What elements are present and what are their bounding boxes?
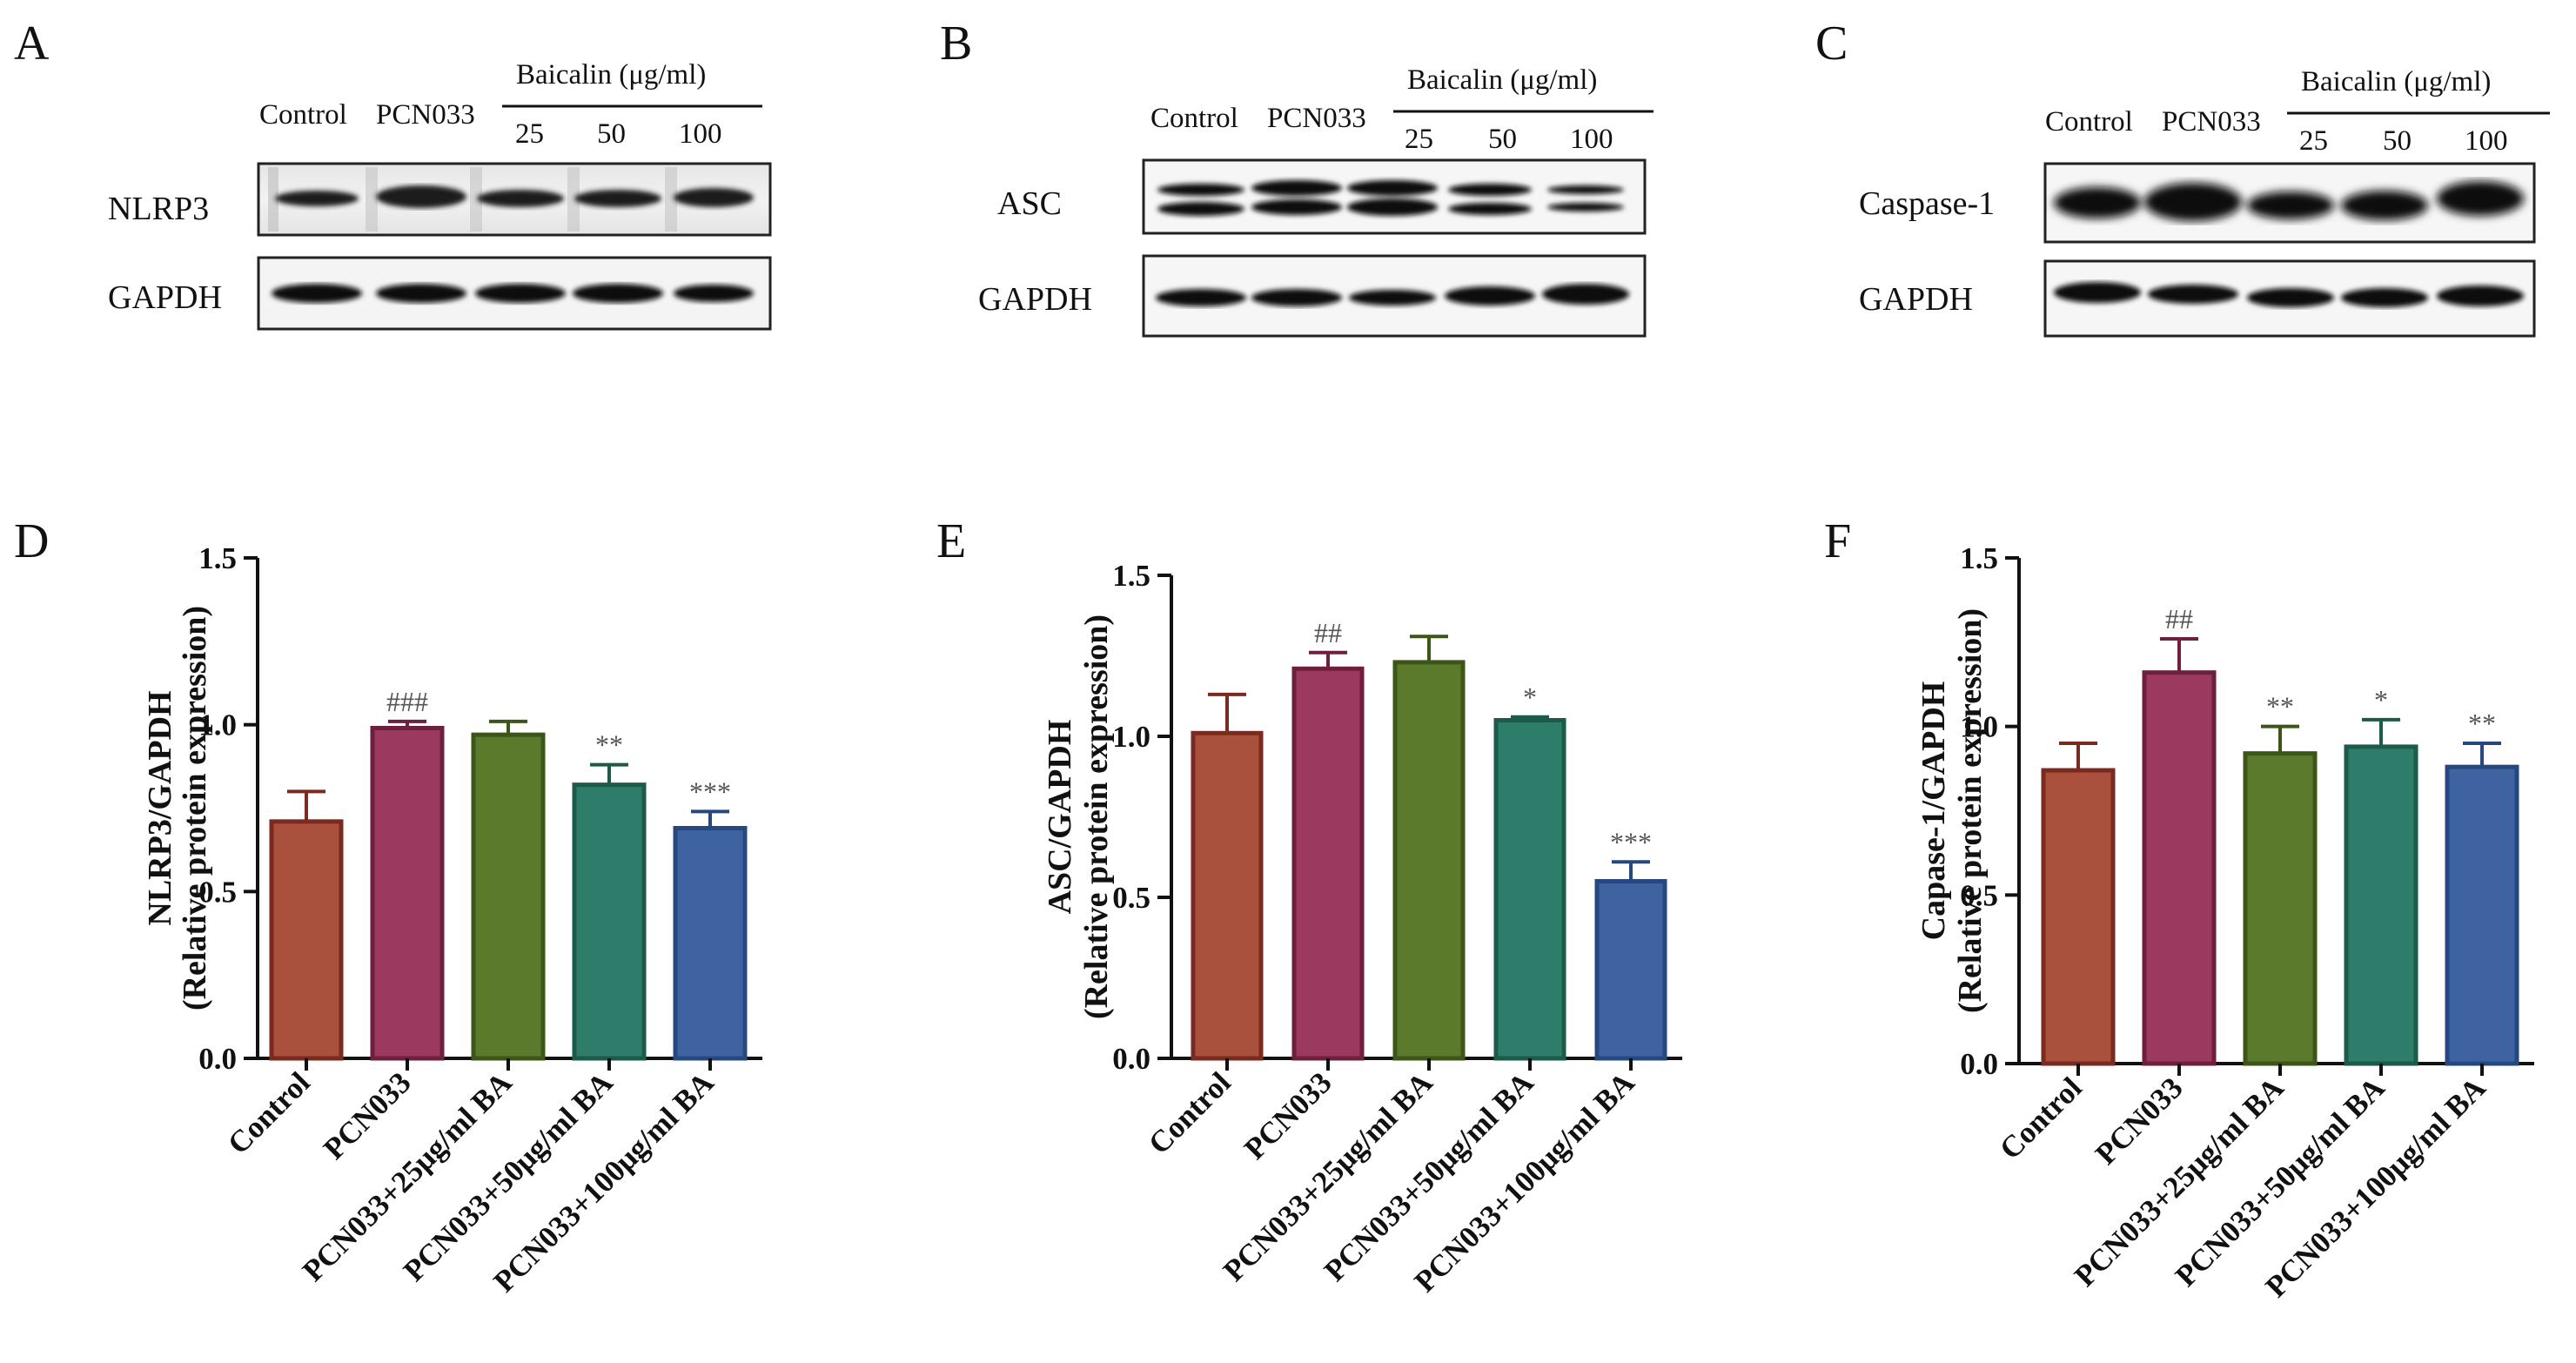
bar — [1493, 718, 1566, 1061]
panel-c: C Control PCN033 Baicalin (μg/ml) 25 50 … — [1815, 17, 2550, 338]
y-tick-label: 0.5 — [1960, 878, 1998, 912]
panel-a: A Control PCN033 Baicalin (μg/ml) 25 50 … — [14, 17, 772, 331]
lane-label-pcn033: PCN033 — [2162, 106, 2261, 138]
dose-label-50: 50 — [2383, 125, 2412, 157]
x-category-label: PCN033 — [2089, 1071, 2190, 1172]
blot-asc — [1142, 158, 1647, 235]
y-tick-label: 1.5 — [1960, 541, 1998, 575]
y-axis-subtitle: (Relative protein expression) — [1952, 608, 1989, 1013]
dose-label-100: 100 — [1570, 124, 1613, 155]
blot-label-gapdh-a: GAPDH — [108, 279, 222, 316]
panel-letter-f: F — [1824, 514, 1851, 568]
blot-gapdh-b — [1142, 254, 1647, 338]
lane-label-pcn033: PCN033 — [1267, 103, 1366, 134]
bar — [269, 819, 344, 1061]
bar — [471, 732, 546, 1061]
significance-marker: ## — [2165, 603, 2193, 634]
panel-letter-d: D — [14, 514, 49, 568]
significance-marker: ### — [386, 686, 428, 717]
bar — [2243, 751, 2318, 1066]
baicalin-group-label: Baicalin (μg/ml) — [1407, 64, 1597, 96]
dose-label-50: 50 — [1488, 124, 1517, 155]
bar — [2344, 744, 2418, 1066]
bar — [1594, 879, 1667, 1061]
x-category-label: Control — [221, 1065, 317, 1161]
baicalin-group-label: Baicalin (μg/ml) — [2301, 66, 2491, 97]
dose-label-100: 100 — [2465, 125, 2508, 157]
bar — [1392, 660, 1466, 1061]
panel-letter-a: A — [14, 17, 50, 70]
bar-chart-caspase-1: F 0.0 0.5 1.0 1.5 Capase-1/GAPDH (Relative pr… — [1824, 514, 2534, 1304]
blot-label-asc: ASC — [997, 185, 1062, 222]
baicalin-group-label: Baicalin (μg/ml) — [516, 59, 706, 91]
lane-label-control: Control — [259, 99, 347, 131]
significance-marker: ** — [595, 729, 623, 761]
y-tick-label: 1.5 — [198, 541, 237, 575]
significance-marker: ** — [2266, 691, 2294, 722]
bar — [2445, 764, 2519, 1066]
bar — [1191, 730, 1264, 1061]
bar — [2041, 768, 2116, 1066]
lane-label-control: Control — [2045, 106, 2133, 138]
significance-marker: * — [2374, 684, 2388, 715]
y-axis-title: NLRP3/GAPDH — [142, 690, 178, 925]
panel-b: B Control PCN033 Baicalin (μg/ml) 25 50 … — [940, 17, 1654, 338]
y-tick-label: 0.0 — [198, 1042, 237, 1076]
significance-marker: ## — [1314, 617, 1342, 648]
blot-gapdh-a — [257, 256, 772, 331]
significance-marker: * — [1523, 682, 1537, 713]
bar — [2142, 670, 2217, 1066]
dose-label-25: 25 — [515, 118, 544, 150]
y-tick-label: 1.0 — [1112, 720, 1150, 754]
panel-letter-e: E — [936, 514, 966, 568]
bar — [1291, 666, 1365, 1061]
y-axis-title: Capase-1/GAPDH — [1915, 682, 1952, 941]
y-axis-title: ASC/GAPDH — [1042, 720, 1078, 915]
bar-chart-asc: E 0.0 0.5 1.0 1.5 ASC/GAPDH (Relative protein… — [936, 514, 1682, 1299]
y-tick-label: 0.0 — [1960, 1047, 1998, 1081]
dose-label-50: 50 — [597, 118, 626, 150]
y-axis-subtitle: (Relative protein expression) — [177, 606, 213, 1010]
panel-letter-b: B — [940, 17, 972, 70]
blot-nlrp3 — [257, 162, 772, 237]
y-tick-label: 0.5 — [1112, 881, 1150, 915]
dose-label-100: 100 — [679, 118, 722, 150]
blot-gapdh-c — [2043, 259, 2536, 338]
bar — [673, 826, 748, 1061]
panel-letter-c: C — [1815, 17, 1848, 70]
x-category-label: PCN033 — [317, 1065, 418, 1166]
y-tick-label: 1.0 — [1960, 710, 1998, 744]
x-category-label: PCN033 — [1238, 1065, 1338, 1166]
y-tick-label: 1.5 — [1112, 559, 1150, 593]
dose-label-25: 25 — [1405, 124, 1433, 155]
blot-caspase-1 — [2043, 162, 2536, 244]
lane-label-control: Control — [1150, 103, 1238, 134]
blot-label-nlrp3: NLRP3 — [108, 191, 209, 227]
y-tick-label: 0.0 — [1112, 1042, 1150, 1076]
significance-marker: *** — [1610, 826, 1652, 857]
significance-marker: ** — [2468, 708, 2496, 739]
y-tick-label: 1.0 — [198, 708, 237, 742]
lane-label-pcn033: PCN033 — [376, 99, 475, 131]
significance-marker: *** — [689, 776, 731, 807]
blot-label-caspase-1: Caspase-1 — [1859, 185, 1995, 222]
bar — [572, 782, 647, 1061]
x-category-label: Control — [1993, 1071, 2089, 1166]
y-axis-subtitle: (Relative protein expression) — [1078, 614, 1115, 1019]
blot-label-gapdh-b: GAPDH — [978, 281, 1092, 318]
blot-label-gapdh-c: GAPDH — [1859, 281, 1973, 318]
x-category-label: Control — [1142, 1065, 1238, 1161]
y-tick-label: 0.5 — [198, 875, 237, 909]
dose-label-25: 25 — [2299, 125, 2328, 157]
bar-chart-nlrp3: D 0.0 0.5 1.0 1.5 NLRP3/GAPDH(Relative prote… — [14, 514, 762, 1299]
bar — [370, 726, 445, 1061]
